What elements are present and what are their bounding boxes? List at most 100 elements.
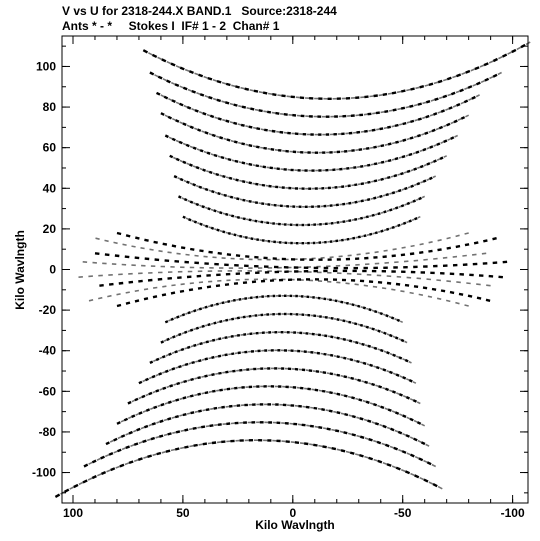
uv-point	[414, 474, 420, 479]
uv-point-conjugate	[454, 134, 459, 138]
uv-point-conjugate	[421, 133, 425, 136]
uv-point	[384, 443, 390, 448]
uv-point	[209, 424, 214, 428]
uv-point	[217, 117, 222, 121]
uv-point	[219, 136, 224, 140]
uv-point-conjugate	[204, 206, 209, 210]
uv-point-conjugate	[363, 113, 368, 116]
uv-point	[120, 434, 126, 438]
uv-point-conjugate	[363, 284, 369, 287]
uv-point	[204, 131, 209, 135]
uv-point-conjugate	[268, 129, 273, 132]
uv-point-conjugate	[69, 486, 75, 490]
uv-point	[456, 102, 461, 107]
uv-point-conjugate	[168, 136, 173, 140]
uv-point	[151, 422, 156, 426]
uv-point	[438, 125, 444, 130]
uv-point-conjugate	[336, 448, 342, 452]
uv-point-conjugate	[189, 145, 194, 149]
uv-point-conjugate	[194, 393, 198, 397]
uv-point	[392, 353, 397, 358]
uv-point	[222, 230, 226, 234]
uv-point-conjugate	[452, 255, 458, 258]
uv-point-conjugate	[230, 233, 235, 236]
uv-point	[192, 146, 197, 150]
uv-point-conjugate	[373, 365, 377, 368]
uv-point	[358, 148, 363, 151]
uv-point	[261, 183, 266, 187]
uv-point-conjugate	[194, 410, 199, 413]
uv-point	[357, 378, 362, 382]
uv-point-conjugate	[460, 101, 465, 105]
uv-point	[179, 102, 184, 107]
uv-point	[199, 222, 203, 226]
uv-point-conjugate	[333, 355, 337, 358]
uv-point-conjugate	[254, 108, 259, 112]
uv-point	[172, 335, 176, 339]
uv-point-conjugate	[333, 392, 337, 395]
uv-point-conjugate	[384, 160, 389, 163]
uv-point-conjugate	[398, 205, 402, 208]
uv-point	[380, 144, 385, 148]
y-axis-label: Kilo Wavlngth	[13, 230, 27, 310]
uv-point-conjugate	[400, 468, 406, 473]
uv-point	[410, 119, 415, 124]
uv-point	[391, 390, 397, 394]
uv-point-conjugate	[333, 318, 337, 321]
uv-point	[176, 315, 180, 319]
uv-point-conjugate	[382, 313, 387, 316]
uv-point-conjugate	[423, 163, 428, 167]
uv-point-conjugate	[423, 459, 428, 464]
uv-point	[520, 43, 526, 49]
uv-point	[135, 236, 140, 240]
uv-point-conjugate	[345, 450, 351, 454]
uv-point	[392, 108, 397, 112]
uv-point-conjugate	[340, 412, 345, 415]
uv-point	[373, 162, 378, 166]
uv-point	[398, 393, 403, 397]
uv-point	[387, 125, 392, 129]
uv-point-conjugate	[340, 394, 345, 397]
uv-point-conjugate	[223, 137, 228, 141]
uv-point	[206, 285, 212, 289]
x-axis-label: Kilo Wavlngth	[255, 518, 335, 532]
uv-point	[433, 112, 438, 116]
uv-point	[186, 105, 192, 110]
x-tick-label: 0	[289, 506, 296, 520]
uv-point-conjugate	[377, 145, 381, 148]
uv-point	[263, 146, 268, 150]
uv-point-conjugate	[227, 195, 231, 198]
uv-point-conjugate	[239, 179, 243, 182]
uv-point	[367, 180, 371, 184]
uv-point-conjugate	[325, 390, 330, 394]
uv-point	[207, 76, 213, 81]
uv-point	[211, 133, 216, 138]
uv-point-conjugate	[184, 68, 190, 73]
uv-point	[413, 285, 419, 288]
uv-point-conjugate	[375, 384, 379, 388]
uv-point-conjugate	[479, 64, 485, 68]
uv-point	[401, 155, 406, 159]
uv-point	[395, 282, 401, 286]
uv-point	[207, 207, 211, 211]
uv-point-conjugate	[224, 301, 228, 304]
uv-point	[448, 106, 453, 110]
uv-point	[408, 219, 412, 223]
uv-point-conjugate	[351, 218, 355, 221]
uv-point-conjugate	[125, 291, 130, 294]
uv-point	[433, 159, 437, 163]
uv-point-conjugate	[286, 95, 291, 98]
uv-point	[398, 356, 403, 360]
uv-point	[423, 478, 429, 483]
uv-point-conjugate	[332, 299, 336, 302]
uv-point	[205, 224, 209, 228]
uv-point-conjugate	[142, 409, 147, 413]
uv-point-conjugate	[339, 430, 344, 434]
uv-point-conjugate	[382, 461, 388, 465]
uv-point	[405, 434, 410, 438]
uv-point-conjugate	[340, 374, 344, 378]
uv-point	[386, 463, 392, 467]
uv-point-conjugate	[205, 425, 210, 428]
uv-point	[309, 424, 314, 428]
uv-point	[199, 149, 204, 153]
